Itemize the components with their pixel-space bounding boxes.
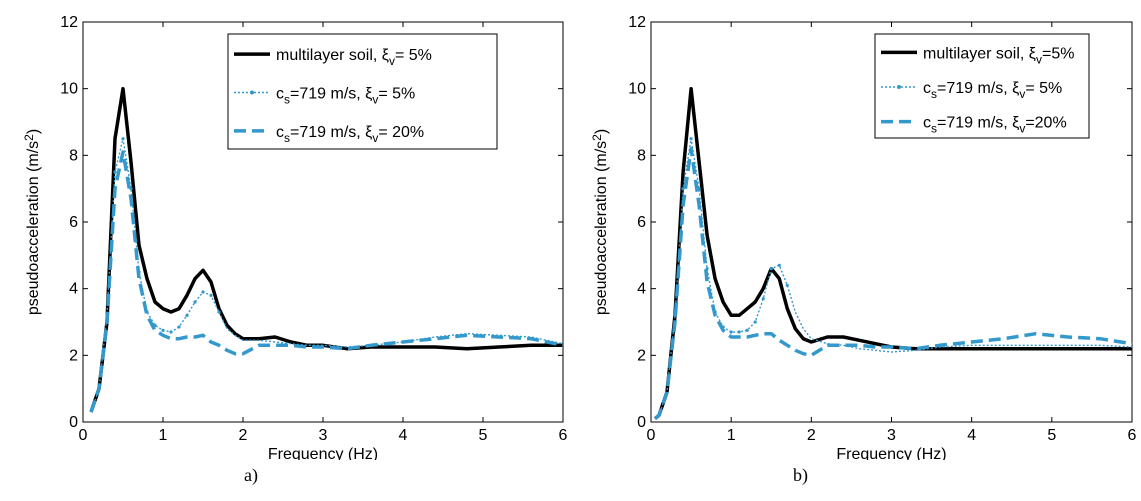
chart0-y-tick-label: 4 [69,281,78,298]
chart1-series-1-point [737,330,741,334]
chart1-y-tick-label: 0 [637,414,646,431]
chart1-series-1-point [777,263,781,267]
chart0-series-1-point [113,170,117,174]
chart1-x-tick-label: 1 [727,427,736,444]
chart1-legend-label-1: cs=719 m/s, ξv= 5% [923,80,1062,101]
chart1-series-1-point [729,330,733,334]
chart0-x-tick-label: 4 [399,427,408,444]
chart1-y-tick-label: 12 [628,14,646,31]
chart1-x-tick-label: 0 [647,427,656,444]
chart0-legend-label-0: multilayer soil, ξv= 5% [276,47,432,68]
chart0-series-1-point [193,300,197,304]
chart0-series-1-point [209,293,213,297]
chart0-series-1-point [169,330,173,334]
chart0-x-axis-label: Frequency (Hz) [268,446,378,460]
chart1-y-axis-label: pseudoacceleration (m/s2) [590,129,610,315]
chart1-x-axis-label: Frequency (Hz) [836,446,946,460]
chart1-legend-marker-1 [897,85,901,89]
chart1-series-1-point [753,320,757,324]
chart0-legend-marker-1 [250,90,254,95]
chart0-series-1-point [121,137,125,141]
chart1-x-tick-label: 4 [967,427,976,444]
chart1-y-tick-label: 2 [637,347,646,364]
caption-b: b) [793,465,808,485]
chart1-y-tick-label: 8 [637,147,646,164]
chart1-series-1-point [745,328,749,332]
chart1-series-1-point [761,297,765,301]
chart0-x-tick-label: 0 [79,427,88,444]
caption-a: a) [244,465,258,485]
chart0-x-tick-label: 6 [559,427,568,444]
chart0-y-tick-label: 12 [60,14,78,31]
chart0-series-1-point [161,328,165,332]
chart1-x-tick-label: 2 [807,427,816,444]
chart0-x-tick-label: 2 [239,427,248,444]
chart1-series-1-line [654,138,1133,420]
chart-panel-b: 0 1 2 3 4 5 6 0 2 4 6 8 10 12 Frequency (Hz) pseudoacce… [571,0,1141,501]
chart0-series-1-point [217,310,221,314]
chart0-y-tick-label: 10 [60,81,78,98]
chart0-legend-box [227,33,498,150]
chart0-x-tick-label: 3 [319,427,328,444]
chart0-y-tick-label: 0 [69,414,78,431]
chart1-legend-label-2: cs=719 m/s, ξv=20% [923,115,1067,136]
chart0-series-0-line [89,86,563,413]
chart0-series-1-point [201,290,205,294]
chart0-series-2-line [89,150,564,413]
chart1-x-tick-label: 6 [1128,427,1137,444]
chart0-legend-label-2: cs=719 m/s, ξv= 20% [276,124,424,145]
chart0-x-tick-label: 1 [159,427,168,444]
chart1-legend-label-0: multilayer soil, ξv=5% [923,45,1074,66]
chart1-y-tick-label: 6 [637,214,646,231]
chart0-x-tick-label: 5 [479,427,488,444]
chart1-x-tick-label: 5 [1047,427,1056,444]
chart1-series-2-line [653,146,1133,421]
chart1-y-tick-label: 10 [628,81,646,98]
chart1-series-0-line [653,86,1132,421]
chart0-y-axis-label: pseudoacceleration (m/s2) [22,129,42,315]
chart0-series-1-point [185,313,189,317]
chart-panel-a: 0 1 2 3 4 5 6 0 2 4 6 8 10 12 Frequency (Hz) pseudoacce… [0,0,570,501]
chart0-series-1-point [177,325,181,329]
chart0-y-tick-label: 8 [69,147,78,164]
chart0-legend-label-1: cs=719 m/s, ξv= 5% [276,86,415,107]
chart1-y-tick-label: 4 [637,281,646,298]
chart0-y-tick-label: 6 [69,214,78,231]
chart1-series-1-point [785,283,789,287]
chart1-series-1-point [673,313,677,317]
chart1-x-tick-label: 3 [887,427,896,444]
chart0-y-tick-label: 2 [69,347,78,364]
chart1-series-1-point [689,137,693,141]
chart1-series-1-point [769,267,773,271]
